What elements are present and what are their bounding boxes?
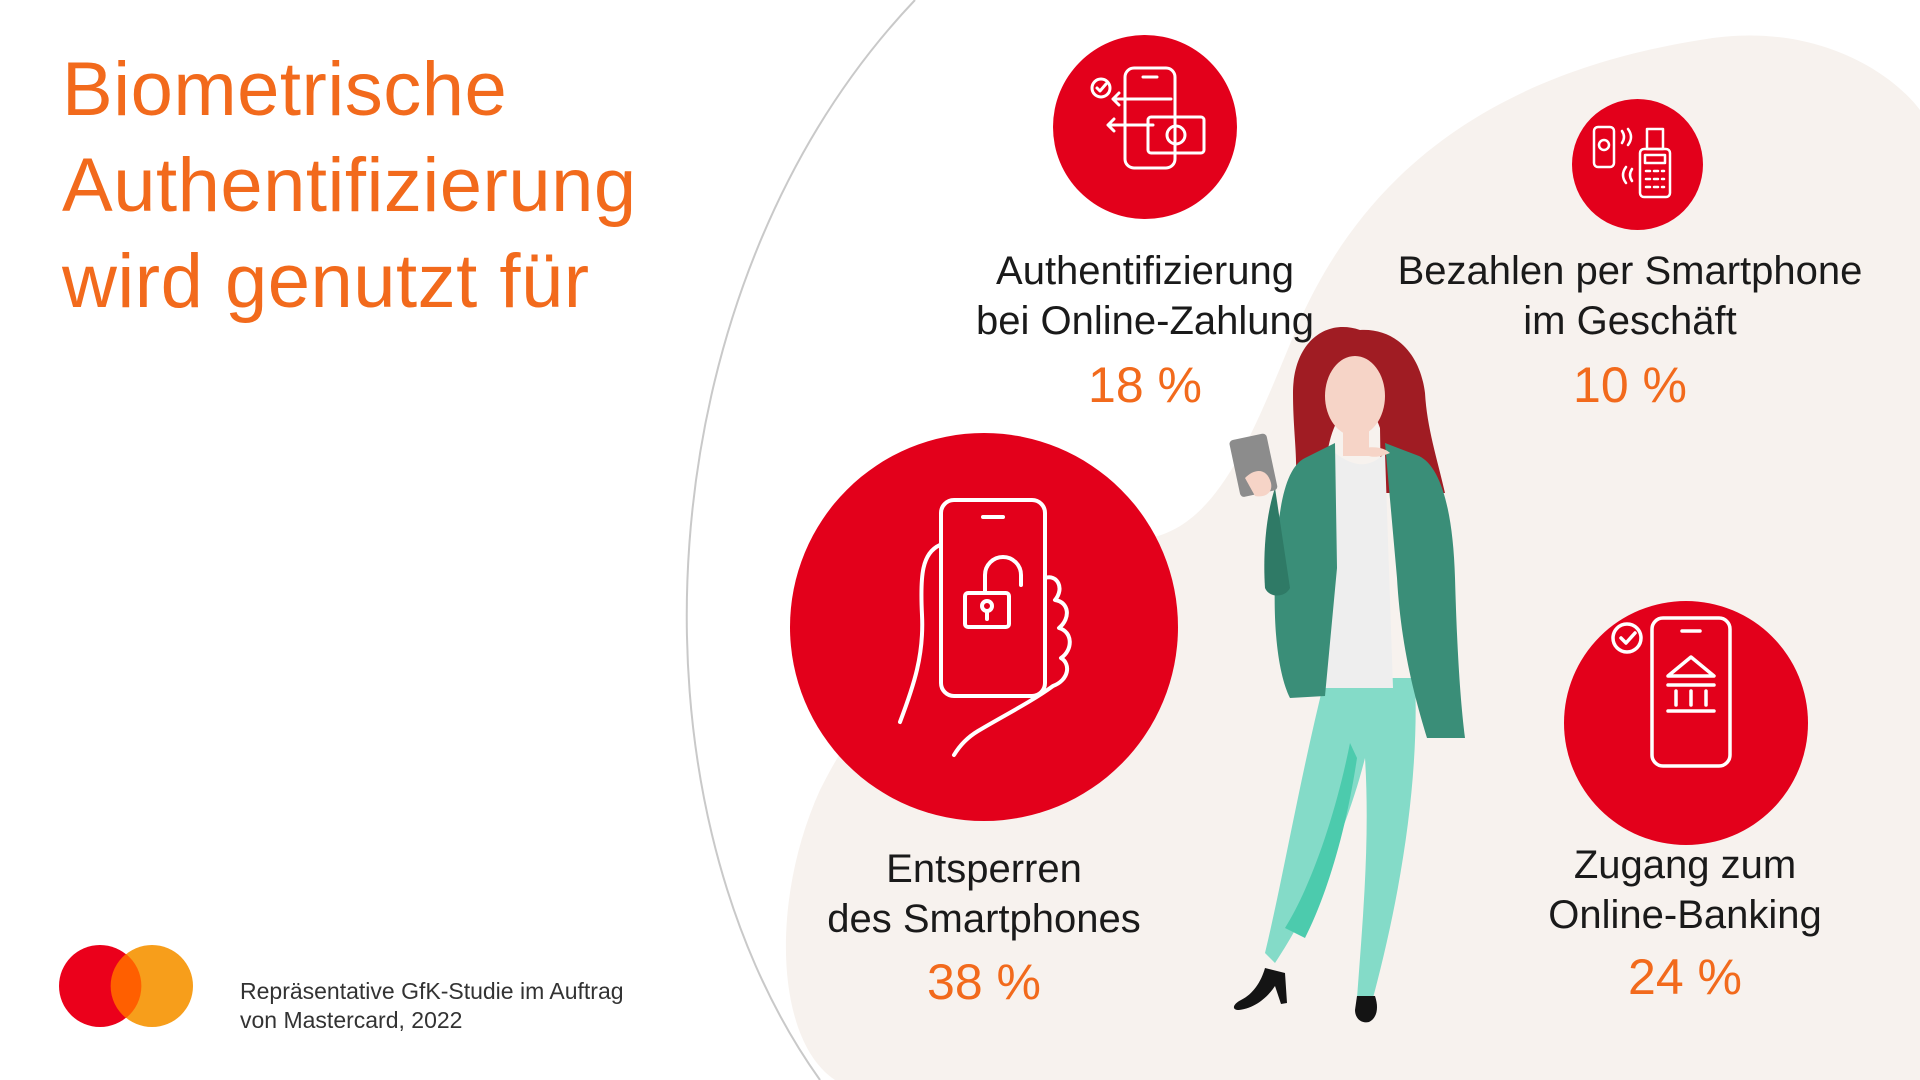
- neck: [1343, 426, 1369, 456]
- shirt: [1323, 453, 1393, 688]
- arc-line: [685, 0, 916, 1080]
- nfc-label-line-2: im Geschäft: [1523, 299, 1737, 343]
- arm: [1264, 488, 1290, 596]
- pointing-hand: [1365, 447, 1390, 457]
- woman-illustration: [1229, 327, 1465, 1023]
- unlock-value: 38 %: [927, 954, 1041, 1010]
- nfc-label: Bezahlen per Smartphone im Geschäft: [1398, 246, 1863, 346]
- face: [1325, 356, 1385, 436]
- jacket: [1274, 443, 1337, 698]
- banking-circle: [1564, 601, 1808, 845]
- right-shoe: [1355, 996, 1377, 1023]
- page-title: Biometrische Authentifizierung wird genu…: [62, 42, 637, 330]
- payment-label-line-1: Authentifizierung: [996, 249, 1294, 293]
- payment-label-line-2: bei Online-Zahlung: [976, 299, 1314, 343]
- source-line-2: von Mastercard, 2022: [240, 1007, 463, 1033]
- unlock-circle: [790, 433, 1178, 821]
- pants-shade: [1285, 743, 1357, 938]
- hand: [1245, 471, 1272, 497]
- nfc-label-line-1: Bezahlen per Smartphone: [1397, 249, 1863, 293]
- unlock-label-line-2: des Smartphones: [827, 897, 1141, 941]
- banking-label-line-2: Online-Banking: [1548, 893, 1822, 937]
- mastercard-logo: [59, 945, 193, 1027]
- banking-label: Zugang zum Online-Banking: [1548, 840, 1822, 940]
- payment-circle: [1053, 35, 1237, 219]
- pants: [1265, 678, 1416, 998]
- source-note: Repräsentative GfK-Studie im Auftrag von…: [240, 977, 624, 1035]
- source-line-1: Repräsentative GfK-Studie im Auftrag: [240, 978, 624, 1004]
- unlock-label-line-1: Entsperren: [886, 847, 1082, 891]
- title-line-2: Authentifizierung: [62, 143, 637, 228]
- jacket-right: [1385, 443, 1465, 738]
- unlock-label: Entsperren des Smartphones: [827, 844, 1141, 944]
- payment-transfer-icon: [1090, 66, 1206, 170]
- payment-label: Authentifizierung bei Online-Zahlung: [976, 246, 1314, 346]
- banking-value: 24 %: [1628, 949, 1742, 1005]
- payment-value: 18 %: [1088, 357, 1202, 413]
- banking-label-line-1: Zugang zum: [1573, 843, 1797, 887]
- nfc-circle: [1572, 99, 1703, 230]
- nfc-terminal-icon: [1592, 125, 1672, 199]
- nfc-value: 10 %: [1573, 357, 1687, 413]
- online-banking-icon: [1611, 616, 1732, 768]
- phone-unlock-icon: [898, 498, 1072, 757]
- left-shoe: [1233, 968, 1287, 1010]
- title-line-3: wird genutzt für: [62, 239, 590, 324]
- title-line-1: Biometrische: [62, 47, 508, 132]
